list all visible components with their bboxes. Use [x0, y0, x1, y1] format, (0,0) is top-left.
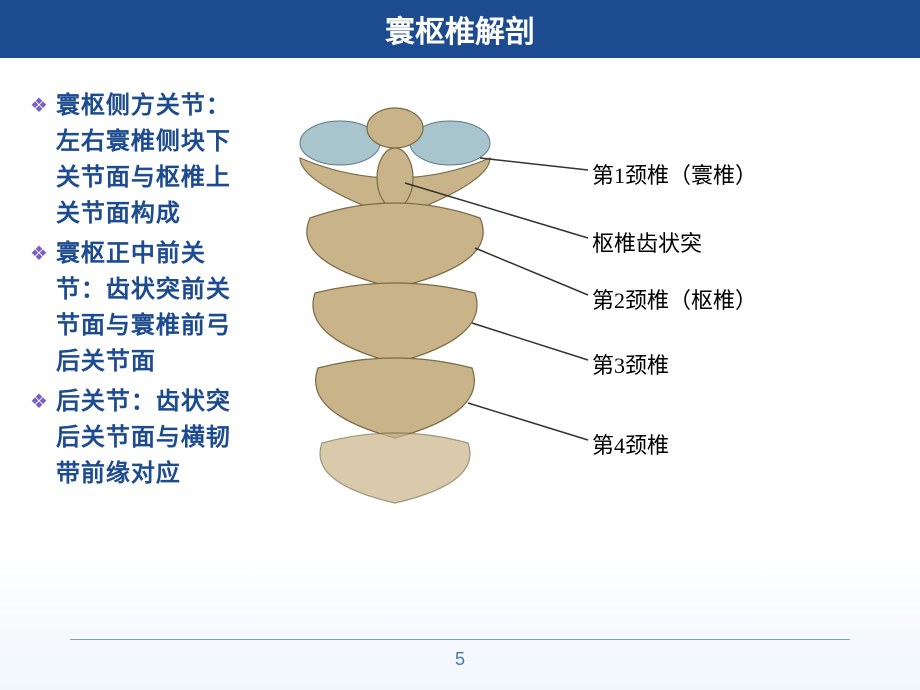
- spine-illustration: [240, 88, 880, 518]
- anatomy-diagram: 第1颈椎（寰椎） 枢椎齿状突 第2颈椎（枢椎） 第3颈椎 第4颈椎: [240, 88, 900, 518]
- page-number: 5: [0, 649, 920, 670]
- diamond-bullet-icon: ❖: [30, 88, 48, 124]
- bullet-text: 寰枢侧方关节：左右寰椎侧块下关节面与枢椎上关节面构成: [56, 88, 240, 232]
- bullet-text: 后关节：齿状突后关节面与横韧带前缘对应: [56, 384, 240, 492]
- diamond-bullet-icon: ❖: [30, 236, 48, 272]
- vertebra-c4: [316, 358, 475, 438]
- slide-header: 寰枢椎解剖: [0, 0, 920, 58]
- bullet-item: ❖ 后关节：齿状突后关节面与横韧带前缘对应: [30, 384, 240, 492]
- bullet-item: ❖ 寰枢侧方关节：左右寰椎侧块下关节面与枢椎上关节面构成: [30, 88, 240, 232]
- diagram-label: 第2颈椎（枢椎）: [592, 283, 757, 315]
- diagram-label: 第3颈椎: [592, 348, 669, 380]
- label-text: 第4颈椎: [592, 433, 669, 458]
- vertebra-c2: [307, 203, 483, 288]
- label-text: 枢椎齿状突: [592, 231, 702, 256]
- leader-line: [472, 323, 588, 360]
- vertebra-c3: [313, 283, 477, 363]
- diagram-label: 枢椎齿状突: [592, 226, 702, 258]
- diagram-label: 第1颈椎（寰椎）: [592, 158, 757, 190]
- bullet-item: ❖ 寰枢正中前关节：齿状突前关节面与寰椎前弓后关节面: [30, 236, 240, 380]
- footer-divider: [70, 639, 850, 640]
- slide-title: 寰枢椎解剖: [385, 7, 535, 51]
- leader-line: [475, 248, 588, 295]
- label-text: 第3颈椎: [592, 353, 669, 378]
- diamond-bullet-icon: ❖: [30, 384, 48, 420]
- slide-content: ❖ 寰枢侧方关节：左右寰椎侧块下关节面与枢椎上关节面构成 ❖ 寰枢正中前关节：齿…: [0, 58, 920, 518]
- vertebra-lower: [320, 433, 470, 503]
- bullet-text: 寰枢正中前关节：齿状突前关节面与寰椎前弓后关节面: [56, 236, 240, 380]
- leader-line: [468, 403, 588, 440]
- diagram-label: 第4颈椎: [592, 428, 669, 460]
- bullet-list: ❖ 寰枢侧方关节：左右寰椎侧块下关节面与枢椎上关节面构成 ❖ 寰枢正中前关节：齿…: [30, 88, 240, 518]
- odontoid-process: [377, 148, 413, 208]
- label-text: 第1颈椎（寰椎）: [592, 163, 757, 188]
- leader-line: [480, 158, 588, 170]
- label-text: 第2颈椎（枢椎）: [592, 288, 757, 313]
